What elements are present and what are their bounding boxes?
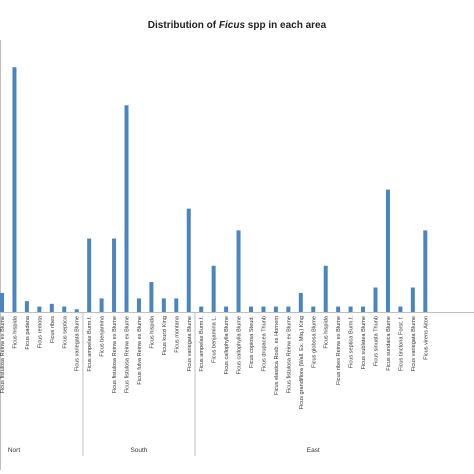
- bar: [161, 298, 166, 312]
- x-tick-label: Ficus septica: [62, 315, 68, 349]
- bar: [348, 306, 353, 312]
- bar: [286, 306, 291, 312]
- x-tick-label: Ficus fistulosa Reinw ex Blume: [125, 316, 131, 393]
- bar: [149, 282, 154, 312]
- bar: [87, 238, 92, 312]
- x-tick-label: Ficus padana: [25, 315, 31, 349]
- x-tick-label: Ficus benjamina L.: [212, 316, 218, 363]
- x-tick-label: Ficus drupacea Thunb: [261, 316, 267, 372]
- bar: [261, 306, 266, 312]
- bar: [311, 306, 316, 312]
- bar: [398, 306, 403, 312]
- x-tick-labels: Ficus fistulosa Reinw ex Blume Ficus hisp…: [0, 315, 429, 409]
- bar: [49, 303, 54, 312]
- x-tick-label: Ficus remota: [37, 315, 43, 348]
- bar: [112, 238, 117, 312]
- axes: [0, 40, 474, 470]
- title-suffix: spp in each area: [245, 20, 327, 31]
- x-tick-label: Ficus tinctoria Forst. f.: [398, 316, 404, 371]
- bar: [199, 306, 204, 312]
- x-tick-label: Ficus variegata Blume: [411, 316, 417, 371]
- bar: [224, 306, 229, 312]
- bar: [236, 230, 241, 312]
- x-tick-label: Ficus hispida: [12, 315, 18, 349]
- chart-title: Distribution of Ficus spp in each area: [148, 20, 327, 31]
- bar: [37, 306, 42, 312]
- bar: [174, 298, 179, 312]
- x-tick-label: Ficus ribes Reinw ex Blume: [336, 316, 342, 385]
- bar: [323, 265, 328, 312]
- x-tick-label: Ficus grandiflora (Wall. Ex. Miq.) King: [299, 316, 305, 409]
- x-tick-label: Ficus hispida: [324, 315, 330, 349]
- bar: [361, 306, 366, 312]
- bar: [249, 306, 253, 312]
- bar: [62, 306, 67, 312]
- bar: [24, 301, 29, 312]
- bars: [0, 67, 428, 312]
- x-tick-label: Ficus fistulosa Reinw ex Blume: [286, 316, 292, 393]
- x-tick-label: Ficus benjamina: [100, 315, 106, 357]
- x-tick-label: Ficus fulva Reinw ex Blume: [137, 316, 143, 385]
- x-tick-label: Ficus variegata Blume: [187, 316, 193, 371]
- x-tick-label: Ficus callophylla Blume: [224, 316, 230, 374]
- region-label: East: [307, 447, 320, 454]
- region-label: Nort: [8, 447, 20, 454]
- x-tick-label: Ficus kurzi King: [162, 316, 168, 355]
- x-tick-label: Ficus variegata Blume: [75, 316, 81, 371]
- x-tick-label: Ficus fistulosa Reinw ex Blume: [0, 316, 6, 393]
- x-tick-label: Ficus montana: [174, 315, 180, 353]
- title-prefix: Distribution of: [148, 20, 219, 31]
- x-tick-label: Ficus elastica Roxb. ex Hornem: [274, 316, 280, 395]
- x-tick-label: Ficus sundaica Blume: [386, 316, 392, 371]
- bar: [373, 287, 378, 312]
- bar: [336, 306, 341, 312]
- x-tick-label: Ficus sinuata Thunb: [374, 316, 380, 366]
- bar: [298, 292, 303, 312]
- region-label: South: [130, 447, 147, 454]
- bar: [410, 287, 415, 312]
- x-tick-label: Ficus ribes: [50, 316, 56, 343]
- bar: [273, 306, 278, 312]
- x-tick-label: Ficus virens Aiton: [423, 316, 429, 360]
- x-tick-label: Ficus ampelas Burm.f.: [199, 316, 205, 372]
- bar: [211, 265, 216, 312]
- bar: [0, 292, 4, 312]
- x-tick-label: Ficus callophylla Blume: [237, 316, 243, 374]
- bar: [124, 105, 129, 312]
- bar: [12, 67, 17, 312]
- x-tick-label: Ficus hispida: [149, 315, 155, 349]
- x-tick-label: Ficus globosa Blume: [311, 316, 317, 368]
- bar: [385, 189, 390, 312]
- x-tick-label: Ficus ampelas Burm.f.: [87, 316, 93, 372]
- bar: [186, 208, 191, 312]
- title-italic: Ficus: [219, 20, 246, 31]
- region-labels: Nort South East: [8, 447, 320, 454]
- bar: [423, 230, 428, 312]
- x-tick-label: Ficus copiosa Steud.: [249, 316, 255, 368]
- x-tick-label: Ficus fistulosa Reinw ex Blume: [112, 316, 118, 393]
- bar: [74, 309, 79, 312]
- x-tick-label: Ficus sublatea Blume: [361, 316, 367, 369]
- bar: [99, 298, 104, 312]
- x-tick-label: Ficus septica Burm.f.: [349, 316, 355, 369]
- bar: [136, 298, 141, 312]
